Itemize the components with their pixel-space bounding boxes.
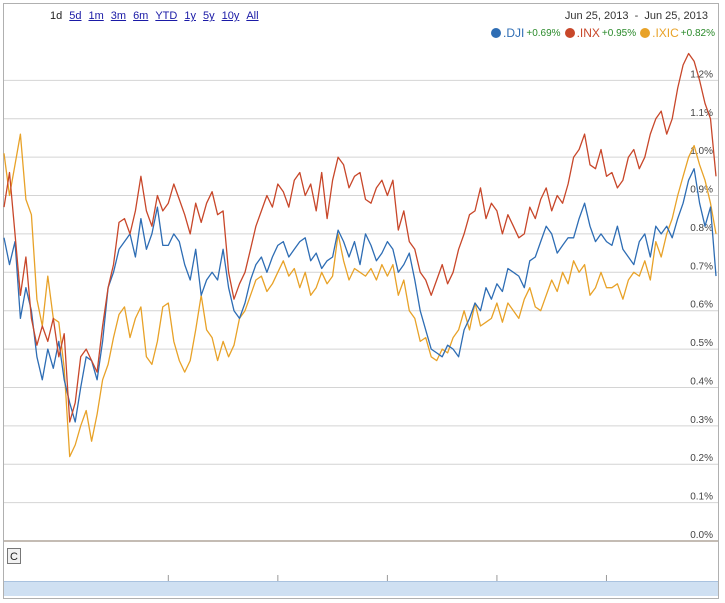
legend-dot-icon	[640, 28, 651, 38]
range-ytd[interactable]: YTD	[155, 10, 178, 22]
range-10y[interactable]: 10y	[221, 10, 240, 22]
compare-button[interactable]: C	[7, 548, 21, 564]
y-tick-label: 0.4%	[690, 376, 713, 387]
legend-entry-dji[interactable]: .DJI +0.69%	[491, 26, 561, 40]
legend-ticker: .DJI	[503, 26, 525, 40]
y-tick-label: 0.1%	[690, 492, 713, 503]
date-range: Jun 25, 2013 - Jun 25, 2013	[564, 10, 708, 22]
legend-entry-ixic[interactable]: .IXIC +0.82%	[640, 26, 715, 40]
legend-change: +0.82%	[680, 27, 715, 39]
y-tick-label: 1.1%	[690, 108, 713, 119]
y-tick-label: 0.3%	[690, 415, 713, 426]
range-1d[interactable]: 1d	[50, 10, 63, 22]
range-3m[interactable]: 3m	[110, 10, 127, 22]
y-tick-label: 0.0%	[690, 530, 713, 541]
y-tick-label: 0.9%	[690, 185, 713, 196]
range-5d[interactable]: 5d	[69, 10, 82, 22]
range-selector: 1d 5d 1m 3m 6m YTD 1y 5y 10y All	[50, 10, 259, 22]
y-tick-label: 0.7%	[690, 261, 713, 272]
legend-change: +0.95%	[601, 27, 637, 39]
legend-entry-inx[interactable]: .INX +0.95%	[564, 26, 637, 40]
range-5y[interactable]: 5y	[202, 10, 215, 22]
series-line-inx	[3, 52, 717, 423]
legend-ticker: .INX	[576, 26, 600, 40]
legend-ticker: .IXIC	[652, 26, 679, 40]
chart-frame	[3, 3, 719, 599]
y-tick-label: 0.2%	[690, 453, 713, 464]
y-tick-label: 0.8%	[690, 223, 713, 234]
range-6m[interactable]: 6m	[133, 10, 149, 22]
range-all[interactable]: All	[246, 10, 259, 22]
series-line-dji	[3, 168, 717, 423]
legend-change: +0.69%	[526, 27, 561, 39]
range-1m[interactable]: 1m	[88, 10, 104, 22]
legend: .DJI +0.69% .INX +0.95% .IXIC +0.82%	[491, 26, 715, 40]
y-tick-label: 0.6%	[690, 300, 713, 311]
y-tick-label: 1.0%	[690, 146, 713, 157]
y-tick-label: 1.2%	[690, 69, 713, 80]
series-line-ixic	[3, 133, 717, 458]
legend-dot-icon	[564, 28, 575, 38]
legend-dot-icon	[491, 28, 502, 38]
range-1y[interactable]: 1y	[184, 10, 196, 22]
y-tick-label: 0.5%	[690, 338, 713, 349]
x-axis-scrollbar[interactable]	[4, 581, 718, 596]
